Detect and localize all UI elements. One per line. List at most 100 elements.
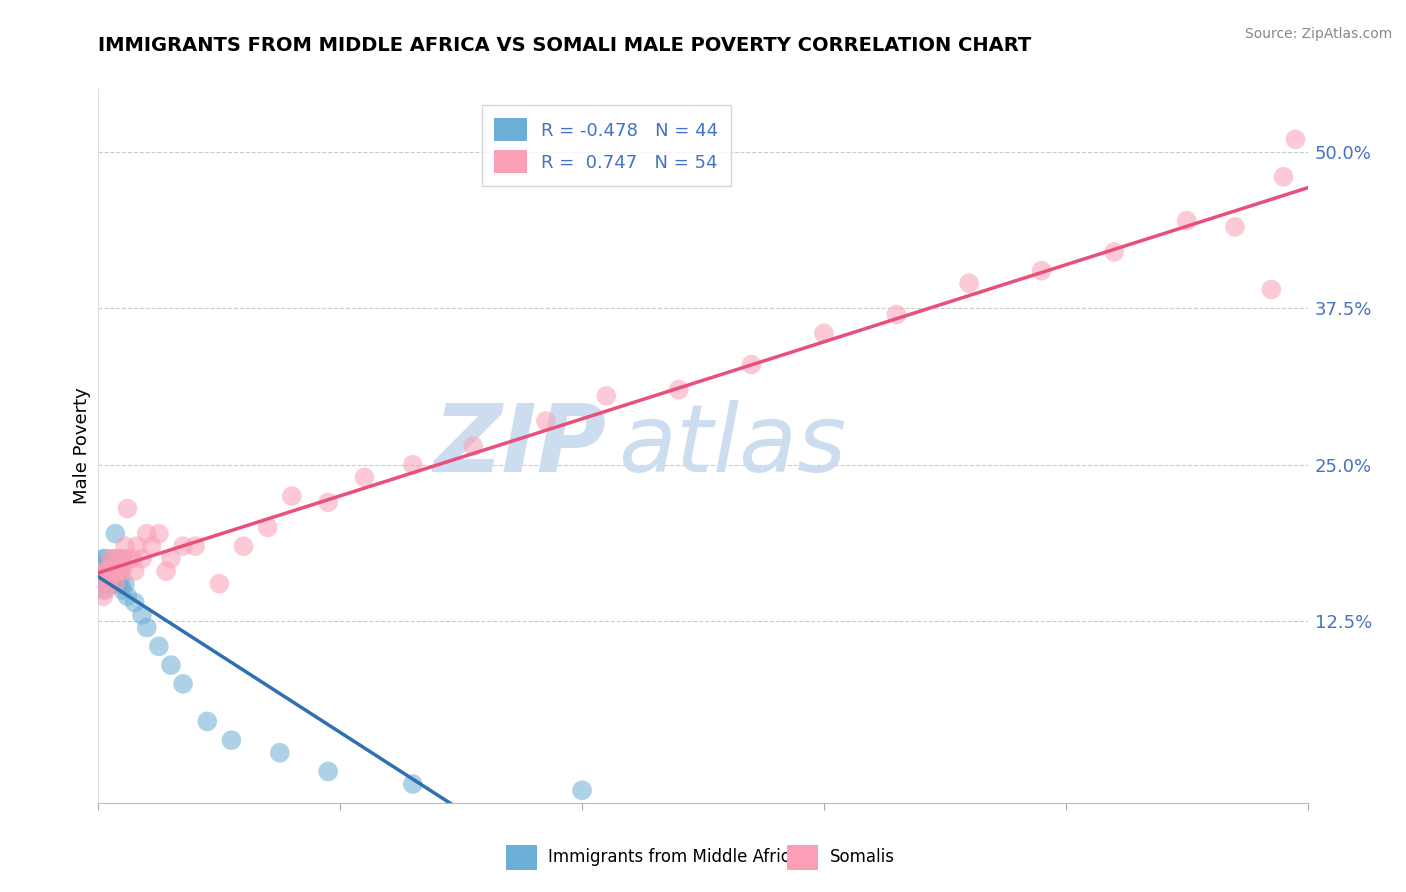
Point xyxy=(127,539,149,553)
Point xyxy=(104,526,127,541)
Point xyxy=(316,495,339,509)
Text: Somalis: Somalis xyxy=(830,848,894,866)
Point xyxy=(91,582,114,597)
Point xyxy=(100,570,122,584)
Point xyxy=(94,564,117,578)
Point xyxy=(91,576,114,591)
Point xyxy=(97,558,120,572)
Point xyxy=(91,589,114,603)
Point xyxy=(108,564,131,578)
Point xyxy=(100,576,122,591)
Point xyxy=(148,640,170,654)
Point xyxy=(107,576,129,591)
Point xyxy=(108,564,131,578)
Point xyxy=(131,551,153,566)
Point xyxy=(232,539,254,553)
Text: Immigrants from Middle Africa: Immigrants from Middle Africa xyxy=(548,848,800,866)
Point xyxy=(1175,213,1198,227)
Point xyxy=(269,746,291,760)
Point xyxy=(353,470,375,484)
Point xyxy=(1260,283,1282,297)
Point xyxy=(668,383,690,397)
Point xyxy=(97,576,120,591)
Point xyxy=(1284,132,1306,146)
Point xyxy=(104,564,127,578)
Point xyxy=(111,582,134,597)
Point xyxy=(184,539,207,553)
Point xyxy=(94,576,117,591)
Point xyxy=(124,595,146,609)
Point xyxy=(111,551,134,566)
Point xyxy=(131,607,153,622)
Point xyxy=(97,576,120,591)
Point xyxy=(571,783,593,797)
Point xyxy=(101,551,124,566)
Point xyxy=(104,551,127,566)
Point xyxy=(90,576,112,591)
Point xyxy=(114,576,136,591)
Point xyxy=(94,570,117,584)
Text: atlas: atlas xyxy=(619,401,846,491)
Point xyxy=(101,576,124,591)
Point xyxy=(107,551,129,566)
Text: IMMIGRANTS FROM MIDDLE AFRICA VS SOMALI MALE POVERTY CORRELATION CHART: IMMIGRANTS FROM MIDDLE AFRICA VS SOMALI … xyxy=(98,36,1032,54)
Point xyxy=(107,564,129,578)
Point xyxy=(135,526,157,541)
Point xyxy=(100,551,122,566)
Point xyxy=(114,539,136,553)
Point xyxy=(117,501,139,516)
Point xyxy=(208,576,231,591)
Point xyxy=(91,564,114,578)
Legend: R = -0.478   N = 44, R =  0.747   N = 54: R = -0.478 N = 44, R = 0.747 N = 54 xyxy=(482,105,731,186)
Point xyxy=(886,308,908,322)
Point xyxy=(813,326,835,341)
Point xyxy=(117,589,139,603)
Point xyxy=(101,564,124,578)
Point xyxy=(124,564,146,578)
Point xyxy=(402,777,425,791)
Point xyxy=(160,658,183,673)
Point xyxy=(91,551,114,566)
Point xyxy=(121,551,143,566)
Text: Source: ZipAtlas.com: Source: ZipAtlas.com xyxy=(1244,27,1392,41)
Text: ZIP: ZIP xyxy=(433,400,606,492)
Point xyxy=(221,733,243,747)
Point xyxy=(172,677,194,691)
Point xyxy=(90,558,112,572)
Point xyxy=(1223,219,1246,234)
Point xyxy=(94,551,117,566)
Point xyxy=(195,714,218,729)
Point xyxy=(100,564,122,578)
Point xyxy=(111,551,134,566)
Point xyxy=(108,576,131,591)
Point xyxy=(595,389,617,403)
Point xyxy=(101,564,124,578)
Point xyxy=(281,489,304,503)
Point xyxy=(107,564,129,578)
Point xyxy=(97,564,120,578)
Point xyxy=(1272,169,1295,184)
Point xyxy=(104,576,127,591)
Point xyxy=(1031,264,1053,278)
Point xyxy=(316,764,339,779)
Point xyxy=(155,564,177,578)
Point xyxy=(141,539,163,553)
Point xyxy=(118,551,141,566)
Point xyxy=(172,539,194,553)
Point xyxy=(534,414,557,428)
Point xyxy=(97,576,120,591)
Point xyxy=(160,551,183,566)
Point xyxy=(100,576,122,591)
Point xyxy=(740,358,762,372)
Point xyxy=(402,458,425,472)
Point xyxy=(101,564,124,578)
Point xyxy=(94,582,117,597)
Point xyxy=(135,621,157,635)
Point xyxy=(256,520,278,534)
Point xyxy=(97,564,120,578)
Point xyxy=(148,526,170,541)
Point xyxy=(90,576,112,591)
Point xyxy=(90,570,112,584)
Point xyxy=(111,564,134,578)
Point xyxy=(94,564,117,578)
